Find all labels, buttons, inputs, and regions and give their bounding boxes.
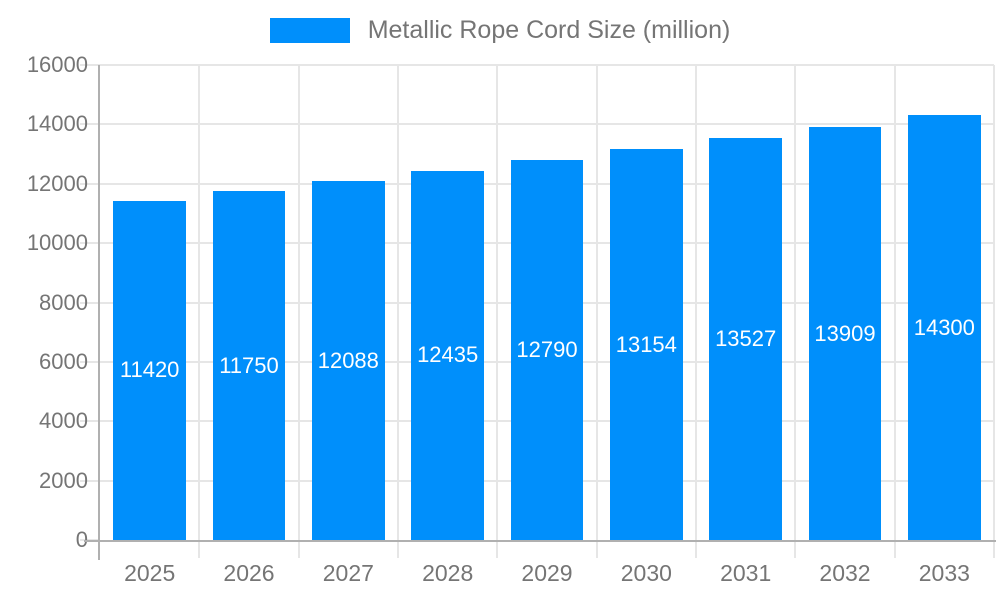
x-axis-label: 2030 bbox=[620, 560, 672, 586]
y-axis-line bbox=[98, 65, 100, 560]
y-axis-label: 16000 bbox=[26, 52, 88, 77]
bar-value-label: 11420 bbox=[119, 357, 180, 383]
y-axis-tick bbox=[80, 242, 100, 245]
gridline-vertical bbox=[397, 65, 399, 540]
gridline-vertical bbox=[198, 65, 201, 540]
bar-value-label: 14300 bbox=[913, 314, 975, 340]
x-axis-tick bbox=[794, 540, 797, 558]
legend-label: Metallic Rope Cord Size (million) bbox=[367, 16, 731, 44]
gridline-vertical bbox=[993, 65, 995, 540]
bar-2027[interactable]: 12088 bbox=[312, 181, 385, 540]
x-axis-tick bbox=[198, 540, 201, 558]
bar-2030[interactable]: 13154 bbox=[610, 149, 683, 540]
x-axis-tick bbox=[397, 540, 399, 558]
y-axis-label: 12000 bbox=[26, 170, 88, 196]
x-axis-label: 2033 bbox=[918, 560, 970, 586]
y-axis-label: 0 bbox=[75, 527, 88, 552]
bar-value-label: 13154 bbox=[615, 331, 677, 357]
y-axis-tick bbox=[80, 64, 100, 66]
legend: Metallic Rope Cord Size (million) bbox=[0, 16, 1000, 45]
y-axis-tick bbox=[80, 420, 100, 423]
bar-value-label: 12088 bbox=[317, 347, 379, 373]
bar-value-label: 13909 bbox=[814, 320, 876, 346]
legend-swatch bbox=[269, 18, 350, 43]
y-axis-label: 8000 bbox=[39, 289, 88, 315]
y-axis-tick bbox=[80, 123, 100, 126]
bar-2029[interactable]: 12790 bbox=[510, 160, 584, 540]
gridline-vertical bbox=[893, 65, 896, 540]
x-axis-tick bbox=[993, 540, 995, 558]
x-axis-tick bbox=[496, 540, 499, 558]
gridline-horizontal bbox=[100, 123, 994, 126]
x-axis-label: 2028 bbox=[422, 560, 474, 586]
y-axis-tick bbox=[80, 301, 100, 304]
gridline-vertical bbox=[496, 65, 499, 540]
x-axis-tick bbox=[695, 540, 697, 558]
bar-value-label: 13527 bbox=[715, 326, 777, 352]
x-axis-tick bbox=[893, 540, 896, 558]
x-axis-label: 2029 bbox=[521, 560, 573, 586]
y-axis-label: 6000 bbox=[39, 348, 88, 374]
gridline-vertical bbox=[297, 65, 300, 540]
y-axis-label: 14000 bbox=[26, 111, 88, 137]
y-axis-label: 4000 bbox=[39, 408, 88, 434]
bar-2033[interactable]: 14300 bbox=[908, 115, 981, 540]
x-axis-label: 2027 bbox=[322, 560, 374, 586]
bar-2032[interactable]: 13909 bbox=[808, 127, 882, 540]
y-axis-tick bbox=[80, 182, 100, 185]
x-axis-line bbox=[84, 540, 996, 542]
bar-2025[interactable]: 11420 bbox=[113, 200, 186, 540]
bar-2031[interactable]: 13527 bbox=[709, 138, 782, 540]
bar-value-label: 12790 bbox=[516, 337, 578, 363]
y-axis-tick bbox=[80, 479, 100, 482]
bar-2028[interactable]: 12435 bbox=[411, 170, 484, 540]
gridline-vertical bbox=[794, 65, 797, 540]
plot-area: 0 2000 4000 6000 8000 10000 12000 14000 16000 114… bbox=[27, 52, 996, 586]
bar-2026[interactable]: 11750 bbox=[212, 191, 286, 540]
x-axis-label: 2025 bbox=[124, 560, 176, 586]
x-axis-label: 2031 bbox=[720, 560, 772, 586]
x-axis-label: 2026 bbox=[223, 560, 275, 586]
y-axis-tick bbox=[80, 360, 100, 363]
x-axis-tick bbox=[595, 540, 598, 558]
gridline-vertical bbox=[695, 65, 697, 540]
bar-value-label: 11750 bbox=[219, 352, 279, 378]
x-axis-label: 2032 bbox=[819, 560, 871, 586]
gridline-horizontal bbox=[100, 64, 994, 66]
bar-value-label: 12435 bbox=[417, 342, 479, 368]
x-axis-tick bbox=[297, 540, 300, 558]
y-axis-label: 10000 bbox=[26, 230, 88, 256]
y-axis-label: 2000 bbox=[39, 467, 88, 493]
gridline-vertical bbox=[595, 65, 598, 540]
